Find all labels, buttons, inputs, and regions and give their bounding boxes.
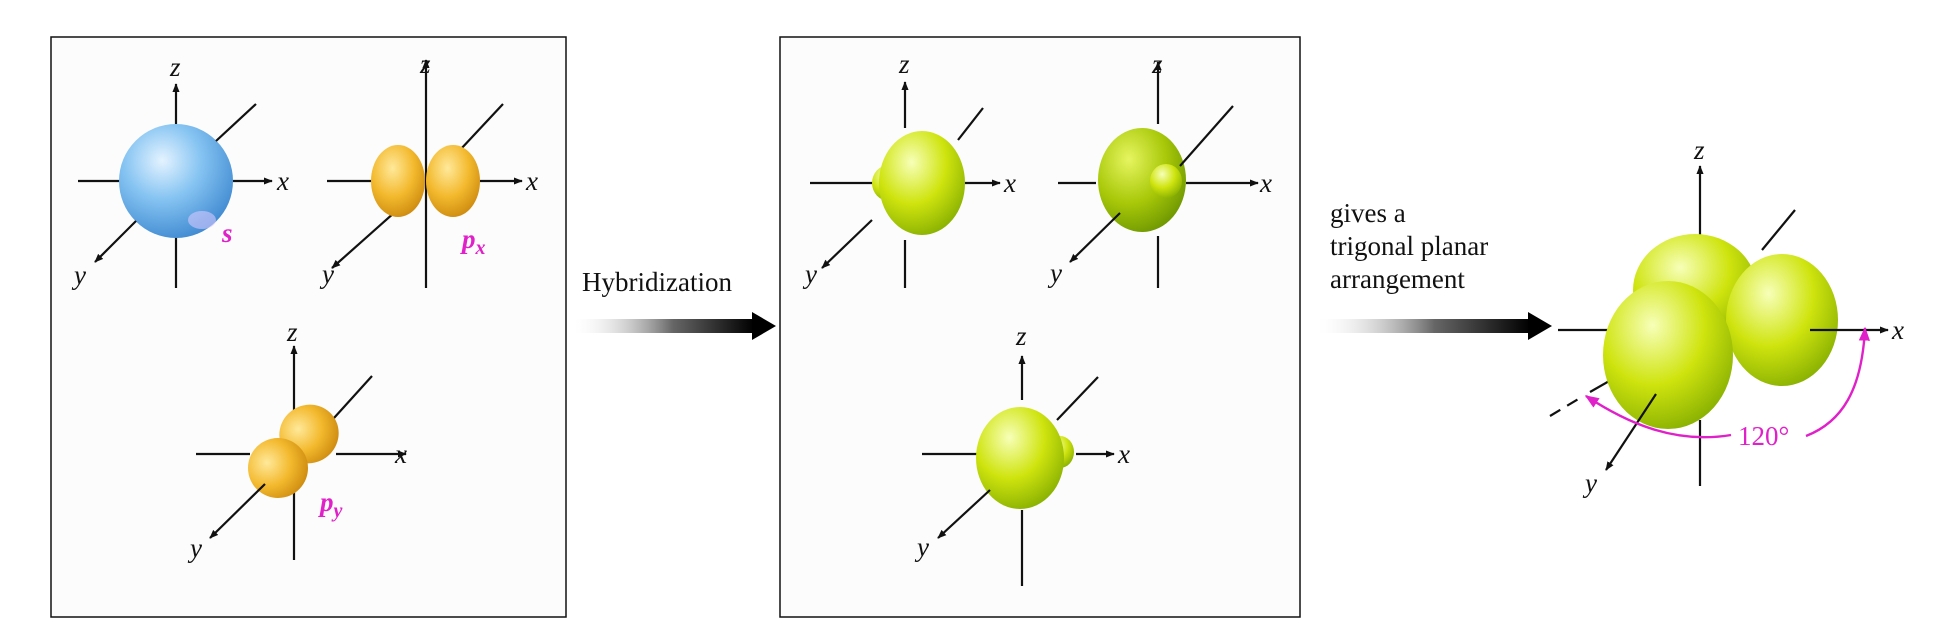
px-x-axis-label: x [525,166,538,196]
bond-angle-arc [1584,394,1732,439]
py-y-axis-label: y [187,533,202,563]
bond-angle-arc-right [1805,326,1870,438]
py-orbital-diagram: z x y py [187,317,407,563]
py-orbital-label: py [318,487,343,522]
hybrid-orbital-1-diagram: z x y [802,49,1016,289]
hybrid-1-z-axis-label: z [898,49,910,79]
result-arrow-head [1528,312,1552,340]
hybrid-1-y-axis-label: y [802,259,817,289]
hybrid-3-z-axis-label: z [1015,321,1027,351]
px-lobe-right [426,145,480,217]
sp2-hybrid-orbitals-panel: z x y z x y z [779,36,1301,618]
hybrid-2-z-axis-label: z [1151,49,1163,79]
middle-panel-frame [779,36,1301,618]
trigonal-x-axis-label: x [1891,315,1904,345]
hybrid-3-x-axis-label: x [1117,439,1130,469]
px-z-axis-label: z [419,49,431,79]
trigonal-z-axis-label: z [1693,135,1705,165]
px-lobe-left [371,145,425,217]
trigonal-right-lobe [1726,254,1838,386]
s-orbital-sphere [119,124,233,238]
hybrid-orbital-2-diagram: z x y [1047,49,1272,288]
py-x-axis-label: x [394,439,407,469]
trigonal-planar-arrangement: 120° z x y [1549,135,1904,498]
s-z-axis-label: z [169,52,181,82]
s-x-axis-label: x [276,166,289,196]
trigonal-front-lobe [1603,281,1733,429]
hybrid-orbital-3-diagram: z x y [914,321,1130,586]
hybrid-2-y-axis-label: y [1047,258,1062,288]
px-orbital-label: px [460,224,486,259]
s-orbital-label: s [221,218,233,248]
hybrid-2-large-lobe [1098,128,1186,232]
unhybridized-orbitals-panel: z x y s z x y px z [50,36,567,618]
left-panel-frame [50,36,567,618]
py-lobe-front [248,438,308,498]
s-orbital-diagram: z x y s [71,52,289,290]
result-caption: gives a trigonal planar arrangement [1330,198,1495,294]
result-caption-line-3: arrangement [1330,264,1465,294]
result-caption-line-1: gives a [1330,198,1406,228]
hybrid-1-large-lobe [879,131,965,235]
trigonal-y-axis-label: y [1582,468,1597,498]
hybridization-label: Hybridization [582,267,732,297]
hybrid-2-small-lobe [1150,164,1182,198]
px-orbital-diagram: z x y px [319,49,538,289]
result-caption-line-2: trigonal planar [1330,231,1488,261]
result-arrow-shaft [1318,319,1530,333]
hybrid-1-x-axis-label: x [1003,168,1016,198]
hybrid-3-large-lobe [976,407,1064,509]
hybrid-2-x-axis-label: x [1259,168,1272,198]
hybridization-step: Hybridization [574,267,776,340]
hybrid-3-y-axis-label: y [914,532,929,562]
bond-angle-label: 120° [1738,421,1789,451]
hybridization-arrow-shaft [574,319,754,333]
trigonal-planar-step: gives a trigonal planar arrangement [1318,198,1552,340]
s-y-axis-label: y [71,260,86,290]
px-y-axis-label: y [319,259,334,289]
py-z-axis-label: z [286,317,298,347]
hybridization-arrow-head [752,312,776,340]
